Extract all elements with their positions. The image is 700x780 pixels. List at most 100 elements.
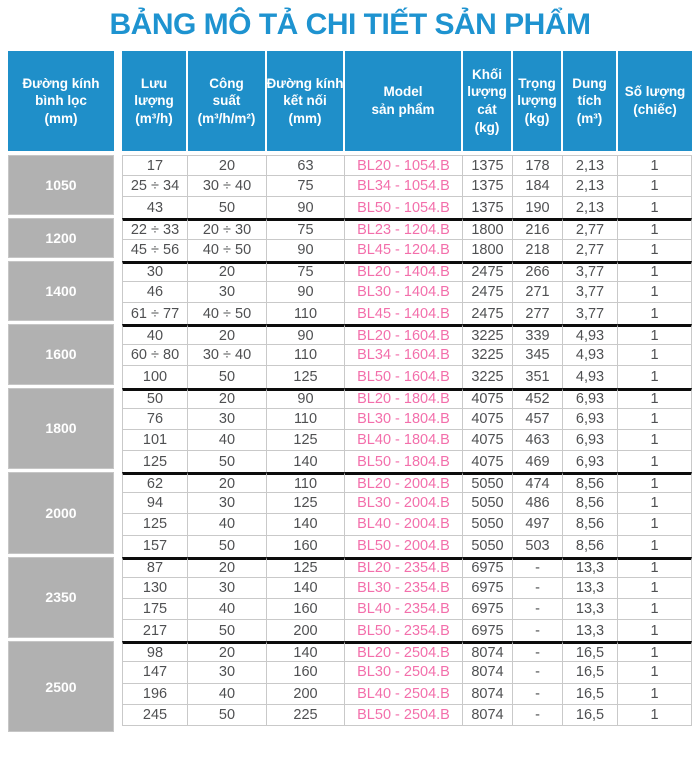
cell-model-san-pham: BL20 - 2504.B: [345, 641, 463, 663]
column-header-duong-kinh-binh-loc: Đường kính bình lọc (mm): [8, 51, 122, 151]
cell-luu-luong: 17: [122, 155, 188, 177]
cell-duong-kinh-ket-noi: 63: [267, 155, 345, 177]
cell-khoi-luong-cat: 3225: [463, 324, 513, 346]
cell-khoi-luong-cat: 6975: [463, 598, 513, 621]
cell-so-luong: 1: [618, 641, 692, 663]
cell-cong-suat: 50: [188, 704, 267, 726]
cell-so-luong: 1: [618, 239, 692, 261]
cell-luu-luong: 87: [122, 556, 188, 578]
cell-khoi-luong-cat: 3225: [463, 366, 513, 388]
cell-dung-tich: 13,3: [563, 620, 618, 642]
cell-dung-tich: 2,77: [563, 218, 618, 240]
cell-dung-tich: 2,13: [563, 155, 618, 177]
cell-so-luong: 1: [618, 450, 692, 473]
cell-khoi-luong-cat: 6975: [463, 556, 513, 578]
cell-dung-tich: 6,93: [563, 429, 618, 451]
cell-luu-luong: 125: [122, 450, 188, 473]
cell-trong-luong: -: [513, 704, 563, 726]
cell-trong-luong: 190: [513, 197, 563, 219]
cell-so-luong: 1: [618, 598, 692, 621]
cell-dung-tich: 16,5: [563, 641, 618, 663]
cell-duong-kinh-ket-noi: 160: [267, 535, 345, 557]
cell-trong-luong: 457: [513, 408, 563, 430]
cell-so-luong: 1: [618, 218, 692, 240]
cell-so-luong: 1: [618, 155, 692, 177]
cell-khoi-luong-cat: 4075: [463, 387, 513, 409]
cell-luu-luong: 76: [122, 408, 188, 430]
cell-duong-kinh-ket-noi: 110: [267, 302, 345, 325]
cell-so-luong: 1: [618, 577, 692, 599]
cell-so-luong: 1: [618, 493, 692, 515]
cell-model-san-pham: BL40 - 2504.B: [345, 683, 463, 705]
cell-cong-suat: 30: [188, 577, 267, 599]
cell-duong-kinh-ket-noi: 200: [267, 683, 345, 705]
cell-luu-luong: 130: [122, 577, 188, 599]
cell-model-san-pham: BL40 - 1804.B: [345, 429, 463, 451]
cell-duong-kinh-ket-noi: 90: [267, 197, 345, 219]
cell-cong-suat: 20: [188, 260, 267, 282]
cell-so-luong: 1: [618, 345, 692, 367]
cell-so-luong: 1: [618, 324, 692, 346]
cell-duong-kinh-ket-noi: 125: [267, 556, 345, 578]
cell-luu-luong: 50: [122, 387, 188, 409]
cell-model-san-pham: BL34 - 1054.B: [345, 176, 463, 198]
cell-khoi-luong-cat: 5050: [463, 535, 513, 557]
cell-dung-tich: 8,56: [563, 514, 618, 536]
cell-luu-luong: 147: [122, 662, 188, 684]
cell-duong-kinh-ket-noi: 110: [267, 408, 345, 430]
cell-model-san-pham: BL50 - 2354.B: [345, 620, 463, 642]
cell-luu-luong: 175: [122, 598, 188, 621]
cell-duong-kinh-ket-noi: 200: [267, 620, 345, 642]
cell-duong-kinh-ket-noi: 110: [267, 345, 345, 367]
cell-model-san-pham: BL20 - 1054.B: [345, 155, 463, 177]
cell-duong-kinh-ket-noi: 125: [267, 366, 345, 388]
cell-dung-tich: 13,3: [563, 556, 618, 578]
cell-cong-suat: 20 ÷ 30: [188, 218, 267, 240]
cell-khoi-luong-cat: 5050: [463, 514, 513, 536]
cell-khoi-luong-cat: 6975: [463, 620, 513, 642]
cell-so-luong: 1: [618, 366, 692, 388]
cell-luu-luong: 60 ÷ 80: [122, 345, 188, 367]
cell-model-san-pham: BL20 - 1404.B: [345, 260, 463, 282]
column-header-duong-kinh-ket-noi: Đường kính kết nối (mm): [266, 51, 345, 151]
cell-khoi-luong-cat: 2475: [463, 260, 513, 282]
cell-so-luong: 1: [618, 281, 692, 303]
cell-duong-kinh-ket-noi: 75: [267, 260, 345, 282]
cell-so-luong: 1: [618, 514, 692, 536]
cell-duong-kinh-ket-noi: 140: [267, 514, 345, 536]
cell-khoi-luong-cat: 8074: [463, 683, 513, 705]
cell-cong-suat: 30: [188, 408, 267, 430]
cell-khoi-luong-cat: 3225: [463, 345, 513, 367]
cell-dung-tich: 2,13: [563, 176, 618, 198]
cell-dung-tich: 3,77: [563, 281, 618, 303]
cell-khoi-luong-cat: 1375: [463, 176, 513, 198]
table-body: 1050 17 20 63 BL20 - 1054.B 1375 178 2,13 1 25 ÷ …: [8, 155, 692, 732]
cell-trong-luong: -: [513, 556, 563, 578]
column-header-luu-luong: Lưu lượng (m³/h): [122, 51, 188, 151]
cell-luu-luong: 98: [122, 641, 188, 663]
cell-trong-luong: -: [513, 662, 563, 684]
cell-cong-suat: 30: [188, 662, 267, 684]
cell-dung-tich: 3,77: [563, 302, 618, 325]
cell-cong-suat: 30: [188, 493, 267, 515]
cell-duong-kinh-ket-noi: 225: [267, 704, 345, 726]
cell-so-luong: 1: [618, 472, 692, 494]
cell-trong-luong: 178: [513, 155, 563, 177]
cell-cong-suat: 40: [188, 598, 267, 621]
cell-trong-luong: 218: [513, 239, 563, 261]
diameter-group-1050: 1050: [8, 155, 114, 216]
cell-dung-tich: 6,93: [563, 408, 618, 430]
cell-model-san-pham: BL40 - 2354.B: [345, 598, 463, 621]
diameter-group-2500: 2500: [8, 641, 114, 732]
cell-luu-luong: 40: [122, 324, 188, 346]
cell-khoi-luong-cat: 1800: [463, 239, 513, 261]
cell-luu-luong: 43: [122, 197, 188, 219]
cell-khoi-luong-cat: 5050: [463, 493, 513, 515]
column-header-khoi-luong-cat: Khối lượng cát (kg): [463, 51, 513, 151]
page-title: BẢNG MÔ TẢ CHI TIẾT SẢN PHẨM: [109, 8, 592, 41]
cell-cong-suat: 50: [188, 197, 267, 219]
cell-luu-luong: 46: [122, 281, 188, 303]
cell-luu-luong: 30: [122, 260, 188, 282]
cell-so-luong: 1: [618, 662, 692, 684]
